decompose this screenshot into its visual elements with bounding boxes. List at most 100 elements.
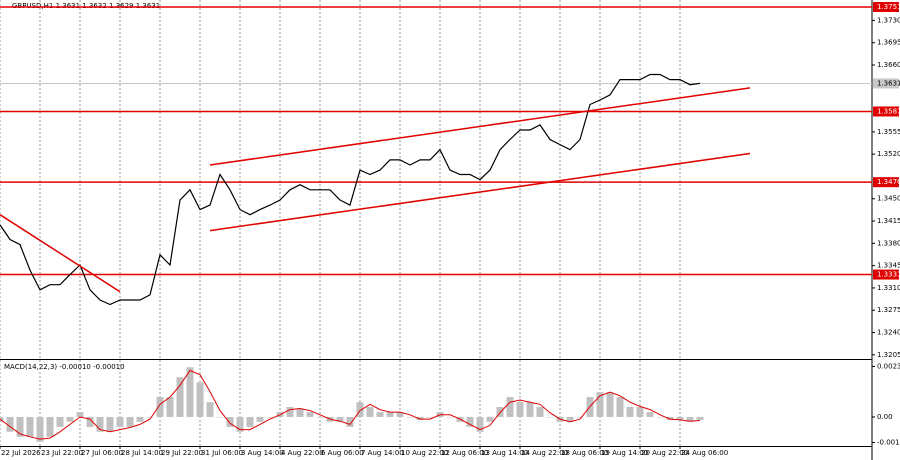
macd-bar [606,392,614,417]
level-box [873,106,899,117]
macd-bar [546,416,554,418]
y-tick-label: 1.3730 [877,16,900,24]
macd-bar [46,416,54,437]
macd-bar [126,416,134,427]
macd-bar [106,416,114,432]
macd-bar [636,407,644,417]
macd-bar [626,407,634,417]
macd-bar [76,412,84,417]
macd-bar [696,416,704,420]
trend-line [209,152,751,232]
macd-bar [86,416,94,427]
y-tick-label: 1.3695 [877,39,900,47]
macd-bar [566,416,574,422]
macd-bar [296,408,304,417]
x-tick-label: 12 Aug 06:00 [441,449,488,457]
chart-title: GBPUSD,H1 1.3631 1.3632 1.3629 1.3631 [12,2,160,10]
macd-bar [656,416,664,418]
macd-bar [386,412,394,417]
level-box [873,177,899,188]
macd-bar [616,397,624,417]
level-label: 1.3587 [877,107,900,115]
x-tick-label: 19 Aug 14:00 [601,449,648,457]
macd-bar [526,402,534,417]
macd-bar [336,416,344,422]
macd-bar [286,407,294,417]
y-tick-label: 1.3345 [877,262,900,270]
x-tick-label: 14 Aug 22:00 [521,449,568,457]
macd-bar [416,416,424,420]
macd-bar [0,416,4,422]
macd-bar [516,402,524,417]
macd-bar [486,416,494,422]
signal-line [0,369,701,440]
macd-bar [216,416,224,418]
level-box [873,2,899,13]
macd-bar [96,416,104,432]
y-tick-label: 1.3240 [877,329,900,337]
macd-bar [206,402,214,417]
macd-bar [156,397,164,417]
y-tick-label: 0.00239 [877,362,900,370]
macd-bar [16,416,24,437]
x-tick-label: 24 Aug 06:00 [681,449,728,457]
x-tick-label: 13 Aug 14:00 [481,449,528,457]
macd-bar [376,412,384,417]
current-price-box [873,78,899,89]
x-tick-label: 23 Jul 22:00 [41,449,83,457]
y-tick-label: 1.3520 [877,150,900,158]
y-tick-label: 1.3660 [877,61,900,69]
x-tick-label: 28 Jul 14:00 [121,449,163,457]
macd-bar [186,367,194,417]
macd-bar [256,416,264,422]
macd-bar [446,416,454,418]
y-tick-label: 1.3205 [877,351,900,359]
macd-bar [356,402,364,417]
macd-bar [36,416,44,442]
macd-bar [56,416,64,427]
level-label: 1.3476 [877,178,900,186]
trend-line [0,214,121,293]
level-label: 1.3331 [877,271,900,279]
x-tick-label: 29 Jul 22:00 [161,449,203,457]
macd-bar [406,416,414,418]
x-tick-label: 10 Aug 22:00 [401,449,448,457]
price-line [0,73,701,306]
macd-bar [366,407,374,417]
macd-bar [596,392,604,417]
macd-bar [166,397,174,417]
macd-bar [306,412,314,417]
x-tick-label: 4 Aug 22:00 [281,449,324,457]
macd-bar [66,416,74,422]
macd-bar [346,416,354,427]
macd-bar [196,382,204,417]
macd-bar [26,416,34,437]
x-tick-label: 20 Aug 22:00 [641,449,688,457]
y-tick-label: 0.00 [877,413,893,421]
macd-bar [536,407,544,417]
macd-bar [6,416,14,432]
macd-bar [236,416,244,432]
macd-bar [316,416,324,418]
macd-bar [136,416,144,422]
macd-bar [246,416,254,427]
macd-bar [176,377,184,417]
y-tick-label: 1.3450 [877,195,900,203]
macd-bar [676,416,684,420]
x-tick-label: 7 Aug 14:00 [361,449,404,457]
macd-bar [646,412,654,417]
macd-bar [576,416,584,418]
x-tick-label: 31 Jul 06:00 [201,449,243,457]
macd-bar [226,416,234,427]
y-tick-label: -0.00121 [877,439,900,447]
y-tick-label: 1.3275 [877,306,900,314]
macd-bar [666,416,674,420]
macd-bar [466,416,474,427]
y-tick-label: 1.3380 [877,239,900,247]
x-tick-label: 6 Aug 06:00 [321,449,364,457]
macd-bar [426,416,434,418]
indicator-title: MACD(14,22,3) -0.00010 -0.00010 [4,363,125,371]
macd-bar [146,416,154,418]
x-tick-label: 3 Aug 14:00 [241,449,284,457]
